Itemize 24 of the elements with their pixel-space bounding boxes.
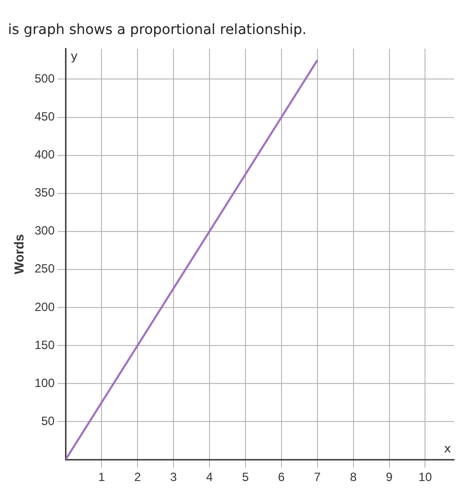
y-tick-label: 50 [41,414,55,428]
x-tick-label: 3 [170,470,178,484]
y-tick-label: 450 [34,110,55,124]
x-tick-label: 10 [418,470,432,484]
y-tick-label: 100 [34,376,55,390]
y-axis-title: Words [11,234,26,274]
y-tick-label: 400 [34,148,55,162]
y-tick-label: 150 [34,338,55,352]
y-tick-label: 500 [34,72,55,86]
x-tick-label: 5 [242,470,250,484]
x-tick-label: 4 [206,470,214,484]
x-tick-label: 8 [350,470,357,484]
y-tick-label: 300 [34,224,55,238]
y-tick-label: 350 [34,186,55,200]
chart-title: is graph shows a proportional relationship. [8,22,307,38]
x-tick-label: 6 [278,470,286,484]
x-axis-title: x [444,442,452,456]
x-tick-label: 1 [98,470,106,484]
x-tick-label: 7 [314,470,322,484]
annotation: y [70,48,78,63]
x-tick-label: 9 [386,470,393,484]
y-tick-label: 250 [34,262,55,276]
y-tick-label: 200 [34,300,55,314]
x-tick-label: 2 [134,470,142,484]
